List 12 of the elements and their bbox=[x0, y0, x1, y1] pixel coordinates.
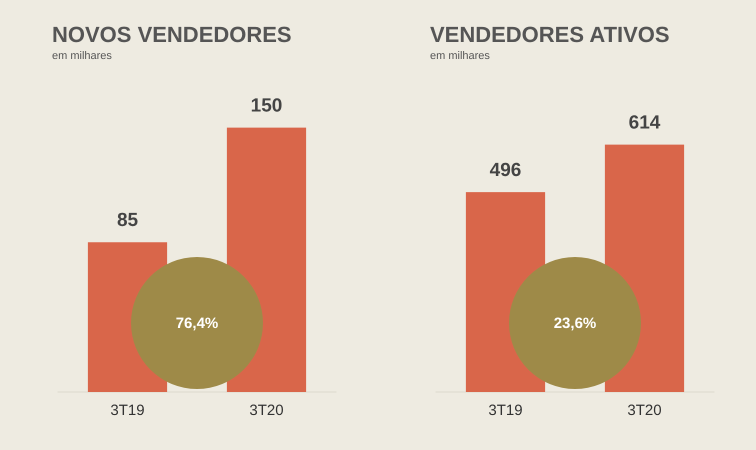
data-label: 614 bbox=[628, 112, 661, 134]
data-label: 85 bbox=[116, 210, 138, 231]
chart-title: VENDEDORES ATIVOS bbox=[430, 22, 670, 48]
x-tick-label: 3T20 bbox=[627, 402, 662, 420]
x-tick-label: 3T20 bbox=[249, 402, 284, 420]
data-label: 496 bbox=[490, 160, 522, 181]
x-tick-label: 3T19 bbox=[488, 402, 523, 420]
x-tick-label: 3T19 bbox=[110, 402, 145, 420]
chart-title: NOVOS VENDEDORES bbox=[52, 22, 292, 48]
chart-subtitle: em milhares bbox=[430, 50, 490, 62]
data-label: 150 bbox=[250, 95, 282, 116]
chart-subtitle: em milhares bbox=[52, 50, 112, 62]
